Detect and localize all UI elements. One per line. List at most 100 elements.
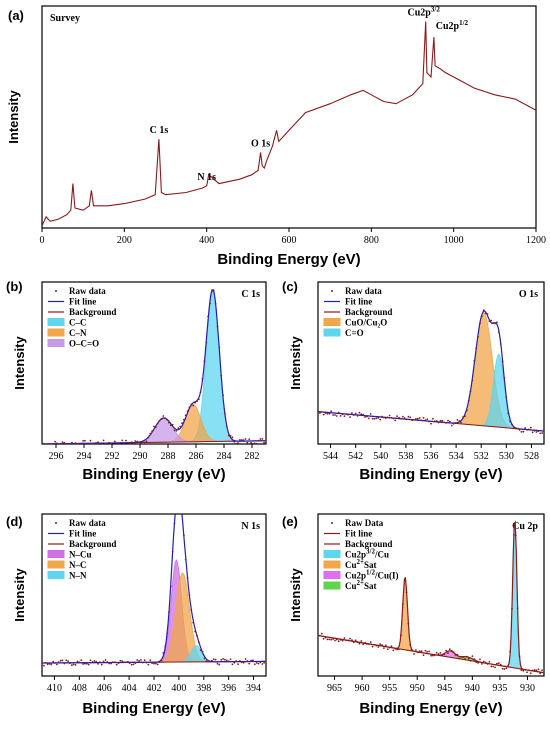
- raw-data-point: [381, 644, 383, 646]
- raw-data-point: [424, 649, 427, 652]
- raw-data-point: [324, 636, 327, 639]
- raw-data-point: [72, 663, 75, 666]
- raw-data-point: [160, 659, 163, 662]
- raw-data-point: [84, 439, 86, 442]
- raw-data-point: [97, 663, 99, 665]
- raw-data-point: [97, 441, 99, 444]
- raw-data-point: [141, 661, 144, 664]
- raw-data-point: [203, 657, 206, 660]
- peak-label: C 1s: [150, 125, 169, 136]
- raw-data-point: [225, 425, 228, 428]
- raw-data-point: [216, 325, 219, 328]
- raw-data-point: [104, 442, 107, 444]
- raw-data-point: [533, 429, 536, 432]
- raw-data-point: [343, 415, 346, 417]
- raw-data-point: [218, 346, 221, 348]
- raw-data-point: [435, 420, 438, 422]
- raw-data-point: [529, 426, 532, 429]
- raw-data-point: [441, 419, 444, 422]
- legend-marker: [331, 290, 333, 292]
- raw-data-point: [394, 647, 397, 650]
- raw-data-point: [401, 415, 404, 418]
- legend-label: Cu2+Sat: [345, 579, 377, 591]
- raw-data-point: [522, 430, 525, 433]
- raw-data-point: [499, 343, 502, 345]
- raw-data-point: [65, 659, 68, 662]
- raw-data-point: [43, 664, 45, 667]
- raw-data-point: [499, 663, 502, 666]
- raw-data-point: [149, 659, 152, 661]
- raw-data-point: [76, 442, 79, 444]
- raw-data-point: [465, 655, 468, 658]
- raw-data-point: [392, 417, 395, 420]
- raw-data-point: [188, 594, 191, 596]
- peak-label: N 1s: [197, 172, 216, 183]
- raw-data-point: [396, 648, 398, 651]
- raw-data-point: [364, 641, 366, 644]
- raw-data-point: [175, 430, 178, 432]
- raw-data-point: [332, 638, 334, 640]
- x-tick-label: 945: [437, 683, 452, 694]
- raw-data-point: [513, 427, 515, 430]
- raw-data-point: [87, 663, 90, 666]
- raw-data-point: [388, 646, 391, 649]
- raw-data-point: [239, 660, 241, 662]
- raw-data-point: [439, 419, 442, 422]
- raw-data-point: [73, 445, 75, 447]
- raw-data-point: [371, 417, 374, 420]
- raw-data-point: [196, 400, 198, 403]
- x-tick-label: 930: [520, 683, 535, 694]
- raw-data-point: [439, 652, 442, 654]
- legend-label: Raw data: [345, 286, 382, 296]
- raw-data-point: [529, 672, 532, 675]
- raw-data-point: [250, 659, 253, 662]
- raw-data-point: [121, 660, 124, 662]
- raw-data-point: [225, 659, 228, 662]
- raw-data-point: [416, 417, 419, 420]
- raw-data-point: [437, 421, 440, 424]
- raw-data-point: [496, 321, 498, 324]
- raw-data-point: [420, 650, 423, 652]
- plot-frame: [317, 513, 545, 677]
- raw-data-point: [364, 416, 366, 418]
- raw-data-point: [432, 654, 434, 657]
- raw-data-point: [505, 667, 508, 670]
- raw-data-point: [462, 656, 464, 659]
- raw-data-point: [366, 643, 368, 645]
- raw-data-point: [379, 643, 381, 646]
- x-tick-label: 404: [122, 683, 137, 694]
- raw-data-point: [447, 652, 449, 654]
- raw-data-point: [514, 534, 517, 537]
- raw-data-point: [197, 398, 200, 401]
- x-tick-label: 284: [217, 451, 232, 462]
- raw-data-point: [318, 634, 319, 637]
- raw-data-point: [335, 415, 338, 417]
- y-axis-label: Intensity: [288, 336, 303, 390]
- raw-data-point: [401, 603, 404, 605]
- raw-data-point: [403, 417, 406, 419]
- raw-data-point: [526, 428, 528, 431]
- raw-data-point: [63, 441, 66, 444]
- raw-data-point: [537, 430, 540, 433]
- raw-data-point: [479, 322, 481, 325]
- raw-data-point: [99, 661, 101, 663]
- raw-data-point: [443, 421, 446, 424]
- raw-data-point: [516, 607, 519, 610]
- raw-data-point: [384, 417, 387, 419]
- raw-data-point: [147, 436, 150, 439]
- raw-data-point: [252, 442, 254, 444]
- raw-data-point: [535, 669, 538, 672]
- raw-data-point: [106, 661, 109, 663]
- panel-e: 965 960 955 950 945 940 935 930 (e) Binding Energ…: [282, 513, 545, 717]
- x-tick-label: 536: [424, 451, 439, 462]
- raw-data-point: [448, 648, 451, 650]
- x-tick-label: 955: [382, 683, 397, 694]
- raw-data-point: [192, 621, 195, 624]
- raw-data-point: [84, 662, 86, 665]
- raw-data-point: [164, 417, 167, 420]
- raw-data-point: [104, 659, 107, 661]
- raw-data-point: [168, 421, 170, 424]
- raw-data-point: [207, 315, 210, 318]
- raw-data-point: [248, 438, 251, 440]
- legend-marker: [55, 290, 57, 292]
